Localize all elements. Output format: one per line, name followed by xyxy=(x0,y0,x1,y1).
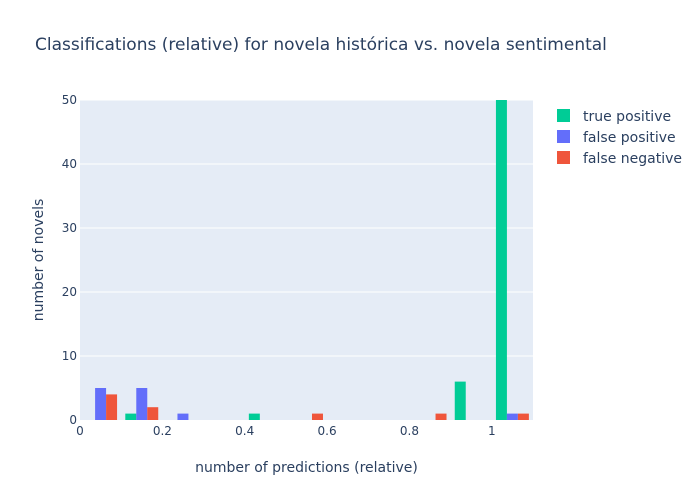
bar xyxy=(517,413,529,420)
x-axis-ticks: 0 0.2 0.4 0.6 0.8 1 xyxy=(76,424,495,438)
y-tick-label: 50 xyxy=(62,93,77,107)
legend-swatch xyxy=(557,151,570,164)
bar xyxy=(125,413,137,420)
bars xyxy=(95,100,529,420)
bar xyxy=(177,413,189,420)
x-tick-label: 0.4 xyxy=(235,424,254,438)
y-tick-label: 40 xyxy=(62,157,77,171)
x-tick-label: 0.2 xyxy=(153,424,172,438)
y-axis-ticks: 0 10 20 30 40 50 xyxy=(62,93,77,427)
gridlines xyxy=(80,99,533,357)
x-tick-label: 0.8 xyxy=(400,424,419,438)
bar xyxy=(147,407,159,420)
x-tick-label: 1 xyxy=(488,424,496,438)
bar xyxy=(454,381,466,420)
x-tick-label: 0 xyxy=(76,424,84,438)
y-tick-label: 0 xyxy=(69,413,77,427)
legend-swatch xyxy=(557,109,570,122)
bar xyxy=(435,413,447,420)
bar xyxy=(311,413,323,420)
x-tick-label: 0.6 xyxy=(318,424,337,438)
bar xyxy=(106,394,118,420)
x-axis-title: number of predictions (relative) xyxy=(195,460,418,476)
legend-swatch xyxy=(557,130,570,143)
y-tick-label: 10 xyxy=(62,349,77,363)
bar xyxy=(136,388,148,420)
legend-label: false positive xyxy=(583,130,676,146)
legend-label: false negative xyxy=(583,151,682,167)
y-tick-label: 30 xyxy=(62,221,77,235)
bar xyxy=(95,388,107,420)
legend: true positive false positive false negativ… xyxy=(557,109,682,167)
chart-title: Classifications (relative) for novela hi… xyxy=(35,35,607,55)
plot-background xyxy=(80,100,533,420)
legend-label: true positive xyxy=(583,109,671,125)
bar xyxy=(248,413,260,420)
bar xyxy=(506,413,518,420)
bar xyxy=(495,100,507,420)
y-axis-title: number of novels xyxy=(31,199,47,322)
y-tick-label: 20 xyxy=(62,285,77,299)
